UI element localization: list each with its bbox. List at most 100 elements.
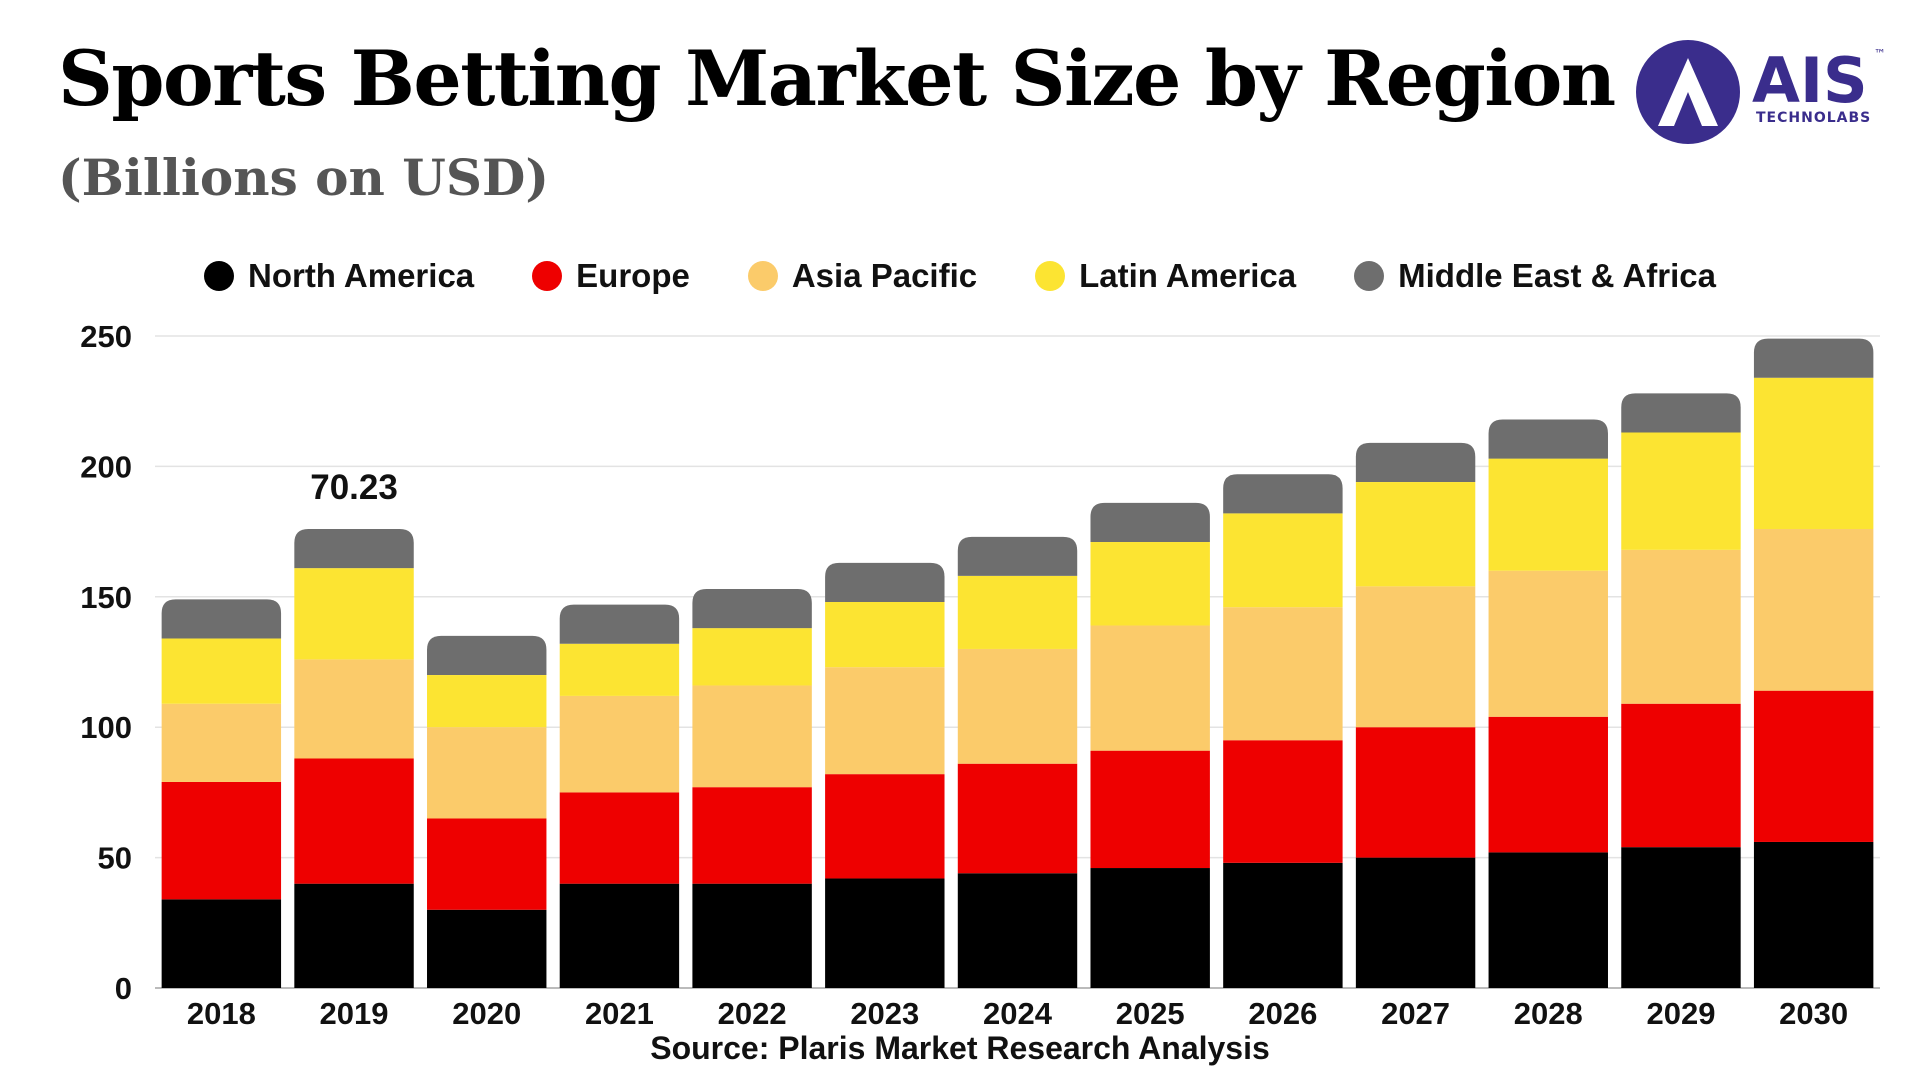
logo-brand-text: AIS xyxy=(1752,44,1868,117)
bar-segment xyxy=(1753,338,1874,378)
bar-segment xyxy=(559,643,680,696)
bar-segment xyxy=(161,781,282,900)
logo-a-mark xyxy=(1658,58,1718,126)
bar-segment xyxy=(1223,474,1343,514)
bar-segment xyxy=(825,878,945,988)
bar-segment xyxy=(1223,607,1343,741)
bar-segment xyxy=(957,873,1078,988)
x-tick-label: 2024 xyxy=(983,996,1053,1030)
bar-segment xyxy=(957,575,1078,649)
bar-segment xyxy=(559,604,680,644)
bar-segment xyxy=(1488,570,1608,717)
bar-segment xyxy=(825,667,945,775)
ais-technolabs-logo: AIS ™ TECHNOLABS xyxy=(1636,40,1886,144)
chart-title: Sports Betting Market Size by Region xyxy=(58,34,1616,123)
logo-tm-text: ™ xyxy=(1874,47,1886,61)
bar-segment xyxy=(1090,502,1210,543)
bar-segment xyxy=(427,675,547,728)
bar-segment xyxy=(1355,442,1476,483)
bar-segment xyxy=(427,818,547,910)
legend-label: Latin America xyxy=(1079,257,1297,294)
x-tick-label: 2025 xyxy=(1116,996,1185,1030)
bar-segment xyxy=(1090,868,1210,988)
bar-segment xyxy=(825,774,945,879)
legend-item: Asia Pacific xyxy=(747,257,978,295)
x-tick-label: 2027 xyxy=(1381,996,1450,1030)
x-tick-label: 2019 xyxy=(320,996,389,1030)
bar-segment xyxy=(1488,458,1608,571)
bar-segment xyxy=(427,635,547,676)
bar-segment xyxy=(161,899,282,988)
bar-segment xyxy=(294,883,414,988)
bar-segment xyxy=(1753,841,1874,988)
bar-segment xyxy=(1355,857,1476,988)
bar-segment xyxy=(1621,393,1741,433)
bar-segment xyxy=(1223,740,1343,863)
bar-segment xyxy=(1753,377,1874,529)
bar-segment xyxy=(692,883,812,988)
legend-label: Europe xyxy=(576,257,690,294)
bar-segment xyxy=(161,638,282,704)
bar-segment xyxy=(1223,862,1343,988)
bar-segment xyxy=(1355,482,1476,587)
legend-dot-icon xyxy=(1354,261,1385,291)
x-tick-label: 2030 xyxy=(1779,996,1848,1030)
bar-segment xyxy=(825,562,945,603)
bar-segment xyxy=(427,727,547,819)
legend-label: Middle East & Africa xyxy=(1398,257,1716,294)
bar-segment xyxy=(559,695,680,793)
bar-segment xyxy=(1223,513,1343,608)
x-tick-label: 2028 xyxy=(1514,996,1583,1030)
bar-segment xyxy=(1621,703,1741,848)
source-note: Source: Plaris Market Research Analysis xyxy=(650,1030,1270,1066)
chart-subtitle: (Billions on USD) xyxy=(58,148,549,207)
bar-segment xyxy=(957,648,1078,764)
bar-segment xyxy=(1753,690,1874,842)
bar-segment xyxy=(957,763,1078,874)
chart-plot: 0 50 100 150 200 250 2018 2019 70.23 2020 2021 2022… xyxy=(80,319,1880,1030)
bar-segment xyxy=(294,568,414,660)
legend-label: North America xyxy=(247,257,475,294)
y-tick-label: 250 xyxy=(80,319,132,354)
bar-segment xyxy=(1753,528,1874,691)
bar-segment xyxy=(1621,847,1741,988)
bar-segment xyxy=(1090,625,1210,751)
bar-segment xyxy=(1090,542,1210,626)
legend: North America Europe Asia Pacific Latin Ame… xyxy=(0,257,1920,295)
bar-segment xyxy=(559,883,680,988)
bar-segment xyxy=(692,787,812,884)
bar-segment xyxy=(692,685,812,788)
y-tick-label: 200 xyxy=(80,449,132,484)
y-tick-label: 0 xyxy=(115,971,132,1006)
bar-segment xyxy=(559,792,680,884)
bar-segment xyxy=(1488,419,1608,459)
x-tick-label: 2021 xyxy=(585,996,654,1030)
bar-segment xyxy=(1488,716,1608,853)
data-annotation: 70.23 xyxy=(310,468,398,507)
x-tick-label: 2026 xyxy=(1248,996,1317,1030)
y-tick-label: 150 xyxy=(80,580,132,615)
bar-segment xyxy=(294,528,414,569)
x-tick-label: 2023 xyxy=(850,996,919,1030)
bar-segment xyxy=(692,588,812,629)
bar-segment xyxy=(825,602,945,668)
bar-segment xyxy=(1621,549,1741,704)
bar-segment xyxy=(957,536,1078,576)
x-tick-label: 2018 xyxy=(187,996,256,1030)
bar-segment xyxy=(294,758,414,884)
bar-segment xyxy=(427,909,547,988)
legend-dot-icon xyxy=(532,261,563,291)
legend-label: Asia Pacific xyxy=(791,257,978,294)
x-tick-label: 2022 xyxy=(718,996,787,1030)
legend-item: Middle East & Africa xyxy=(1354,257,1716,295)
legend-item: Latin America xyxy=(1035,257,1296,295)
legend-dot-icon xyxy=(203,261,234,291)
legend-dot-icon xyxy=(747,261,778,291)
bar-segment xyxy=(161,703,282,782)
bar-segment xyxy=(1355,586,1476,728)
bar-segment xyxy=(1488,852,1608,988)
x-tick-label: 2029 xyxy=(1646,996,1715,1030)
bar-segment xyxy=(1090,750,1210,869)
bar-segment xyxy=(294,659,414,759)
x-tick-label: 2020 xyxy=(452,996,521,1030)
